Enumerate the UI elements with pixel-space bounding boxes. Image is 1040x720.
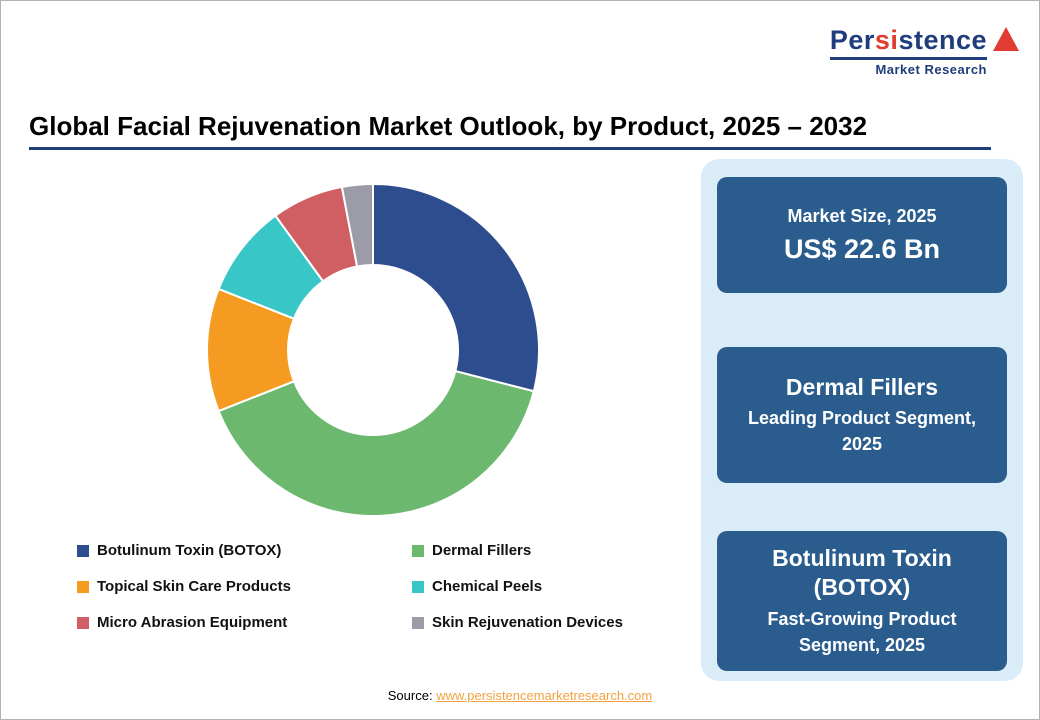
legend-swatch-icon (77, 580, 89, 593)
legend-swatch-icon (412, 580, 424, 593)
market-size-value: US$ 22.6 Bn (783, 234, 941, 265)
legend-item: Micro Abrasion Equipment (77, 614, 412, 631)
donut-segment (217, 370, 535, 517)
market-size-label: Market Size, 2025 (787, 206, 937, 227)
legend-label: Dermal Fillers (432, 542, 532, 559)
legend-swatch-icon (412, 616, 424, 629)
donut-chart-container (205, 182, 541, 518)
legend-item: Skin Rejuvenation Devices (412, 614, 687, 631)
highlights-panel: Market Size, 2025 US$ 22.6 Bn Dermal Fil… (701, 159, 1023, 681)
source-line: Source: www.persistencemarketresearch.co… (1, 688, 1039, 703)
fast-growing-segment-card: Botulinum Toxin (BOTOX) Fast-Growing Pro… (717, 531, 1007, 671)
legend-item: Topical Skin Care Products (77, 578, 412, 595)
legend-swatch-icon (412, 544, 424, 557)
fast-growing-segment-label: Fast-Growing Product Segment, 2025 (767, 608, 957, 655)
leading-segment-card: Dermal Fillers Leading Product Segment, … (717, 347, 1007, 483)
legend-label: Chemical Peels (432, 578, 543, 595)
donut-chart (206, 183, 540, 517)
leading-segment-name: Dermal Fillers (785, 373, 939, 400)
legend-label: Skin Rejuvenation Devices (432, 614, 623, 631)
chart-legend: Botulinum Toxin (BOTOX) Dermal Fillers T… (77, 542, 687, 631)
logo-subtitle: Market Research (875, 62, 987, 77)
legend-swatch-icon (77, 616, 89, 629)
donut-segment (372, 183, 540, 393)
legend-label: Botulinum Toxin (BOTOX) (97, 542, 282, 559)
logo-divider (829, 57, 987, 60)
source-link[interactable]: www.persistencemarketresearch.com (436, 688, 653, 703)
logo-triangle-icon (993, 27, 1019, 51)
logo-text: Persistence Market Research (829, 25, 987, 77)
title-underline (29, 147, 991, 150)
market-size-card: Market Size, 2025 US$ 22.6 Bn (717, 177, 1007, 293)
donut-segment (340, 183, 374, 268)
company-logo: Persistence Market Research (829, 25, 1019, 77)
legend-swatch-icon (77, 544, 89, 557)
source-label: Source: (387, 688, 433, 703)
chart-title: Global Facial Rejuvenation Market Outloo… (29, 111, 868, 141)
legend-label: Micro Abrasion Equipment (97, 614, 288, 631)
logo-wordmark: Persistence (829, 25, 987, 55)
leading-segment-label: Leading Product Segment, 2025 (747, 408, 977, 455)
legend-item: Chemical Peels (412, 578, 687, 595)
fast-growing-segment-name: Botulinum Toxin (BOTOX) (772, 545, 952, 600)
legend-label: Topical Skin Care Products (97, 578, 291, 595)
legend-item: Botulinum Toxin (BOTOX) (77, 542, 412, 559)
legend-item: Dermal Fillers (412, 542, 687, 559)
